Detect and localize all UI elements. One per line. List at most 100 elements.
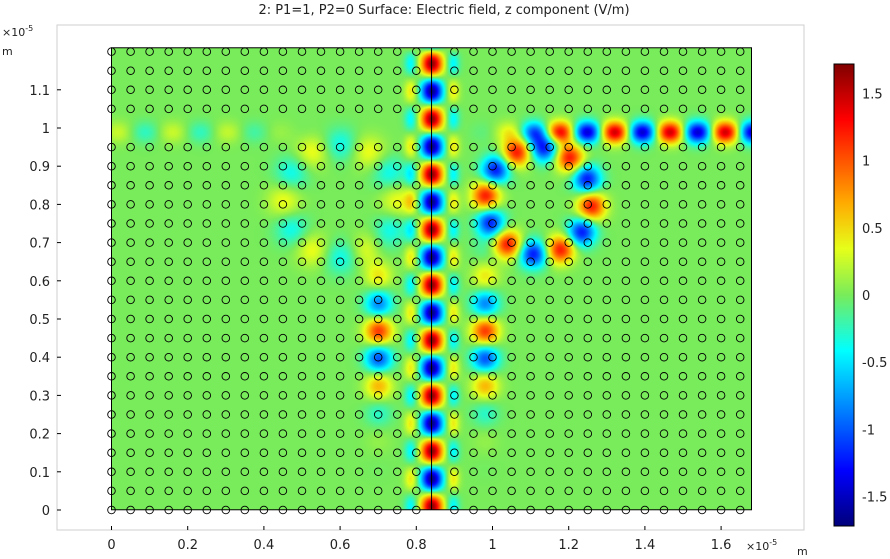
- rod: [107, 276, 116, 286]
- rod: [297, 257, 307, 266]
- rod: [583, 295, 593, 305]
- rod: [107, 161, 116, 171]
- x-tick-label: 1.6: [711, 538, 732, 553]
- rod: [335, 276, 345, 286]
- rod: [735, 486, 745, 496]
- rod: [183, 467, 192, 477]
- rod: [221, 314, 231, 324]
- rod: [183, 200, 192, 209]
- rod: [126, 295, 135, 305]
- rod: [335, 161, 345, 171]
- rod: [526, 391, 535, 400]
- y-tick-label: 0.6: [29, 275, 50, 290]
- rod: [488, 161, 497, 171]
- rod: [164, 142, 173, 152]
- rod: [583, 391, 593, 400]
- rod: [526, 372, 535, 381]
- rod: [564, 85, 573, 95]
- rod: [469, 486, 478, 496]
- rod: [354, 429, 364, 438]
- rod: [507, 352, 516, 362]
- rod: [526, 142, 535, 152]
- rod: [126, 181, 135, 190]
- rod: [373, 85, 383, 95]
- rod: [602, 200, 612, 209]
- rod: [297, 352, 307, 362]
- rod: [240, 429, 250, 438]
- rod: [469, 47, 478, 56]
- rod: [412, 104, 421, 114]
- rod: [259, 505, 269, 515]
- rod: [240, 410, 250, 419]
- rod: [107, 505, 116, 515]
- x-tick-label: 1.4: [635, 538, 656, 553]
- rod: [183, 295, 192, 305]
- rod: [145, 467, 154, 477]
- rod: [526, 66, 535, 75]
- rod: [583, 429, 593, 438]
- rod: [354, 142, 364, 152]
- rod: [126, 333, 135, 343]
- rod: [145, 200, 154, 209]
- rod: [564, 104, 573, 114]
- rod: [640, 104, 650, 114]
- rod: [259, 410, 269, 419]
- rod: [469, 448, 478, 457]
- rod: [640, 161, 650, 171]
- rod: [716, 219, 726, 228]
- rod: [126, 276, 135, 286]
- rod: [107, 314, 116, 324]
- rod: [240, 142, 250, 152]
- rod: [526, 200, 535, 209]
- rod: [678, 161, 688, 171]
- rod: [278, 467, 288, 477]
- rod: [297, 47, 307, 56]
- rod: [697, 486, 707, 496]
- rod: [640, 47, 650, 56]
- rod: [488, 505, 497, 515]
- rod: [354, 448, 364, 457]
- y-tick-label: 1: [42, 122, 50, 137]
- rod: [583, 276, 593, 286]
- rod: [488, 257, 497, 266]
- rod: [697, 104, 707, 114]
- rod: [735, 505, 745, 515]
- rod: [640, 142, 650, 152]
- rod: [278, 352, 288, 362]
- rod: [621, 410, 631, 419]
- rod: [183, 429, 192, 438]
- rod: [297, 161, 307, 171]
- rod: [564, 505, 573, 515]
- rod: [488, 219, 497, 228]
- rod: [697, 181, 707, 190]
- rod: [469, 257, 478, 266]
- rod: [678, 66, 688, 75]
- rod: [278, 85, 288, 95]
- rod: [107, 85, 116, 95]
- rod: [145, 486, 154, 496]
- rod: [259, 391, 269, 400]
- rod: [602, 238, 612, 247]
- rod: [678, 333, 688, 343]
- rod: [469, 467, 478, 477]
- rod: [716, 314, 726, 324]
- rod: [678, 410, 688, 419]
- rod: [316, 391, 326, 400]
- rod: [697, 429, 707, 438]
- rod: [621, 314, 631, 324]
- rod: [373, 295, 383, 305]
- rod: [202, 276, 212, 286]
- rod: [697, 219, 707, 228]
- rod: [697, 448, 707, 457]
- rod: [412, 314, 421, 324]
- rod: [545, 448, 554, 457]
- rod: [488, 391, 497, 400]
- y-tick-label: 0.2: [29, 428, 50, 443]
- rod: [145, 410, 154, 419]
- rod: [583, 257, 593, 266]
- rod: [183, 238, 192, 247]
- rod: [316, 276, 326, 286]
- rod: [221, 47, 231, 56]
- rod: [678, 104, 688, 114]
- rod: [659, 276, 669, 286]
